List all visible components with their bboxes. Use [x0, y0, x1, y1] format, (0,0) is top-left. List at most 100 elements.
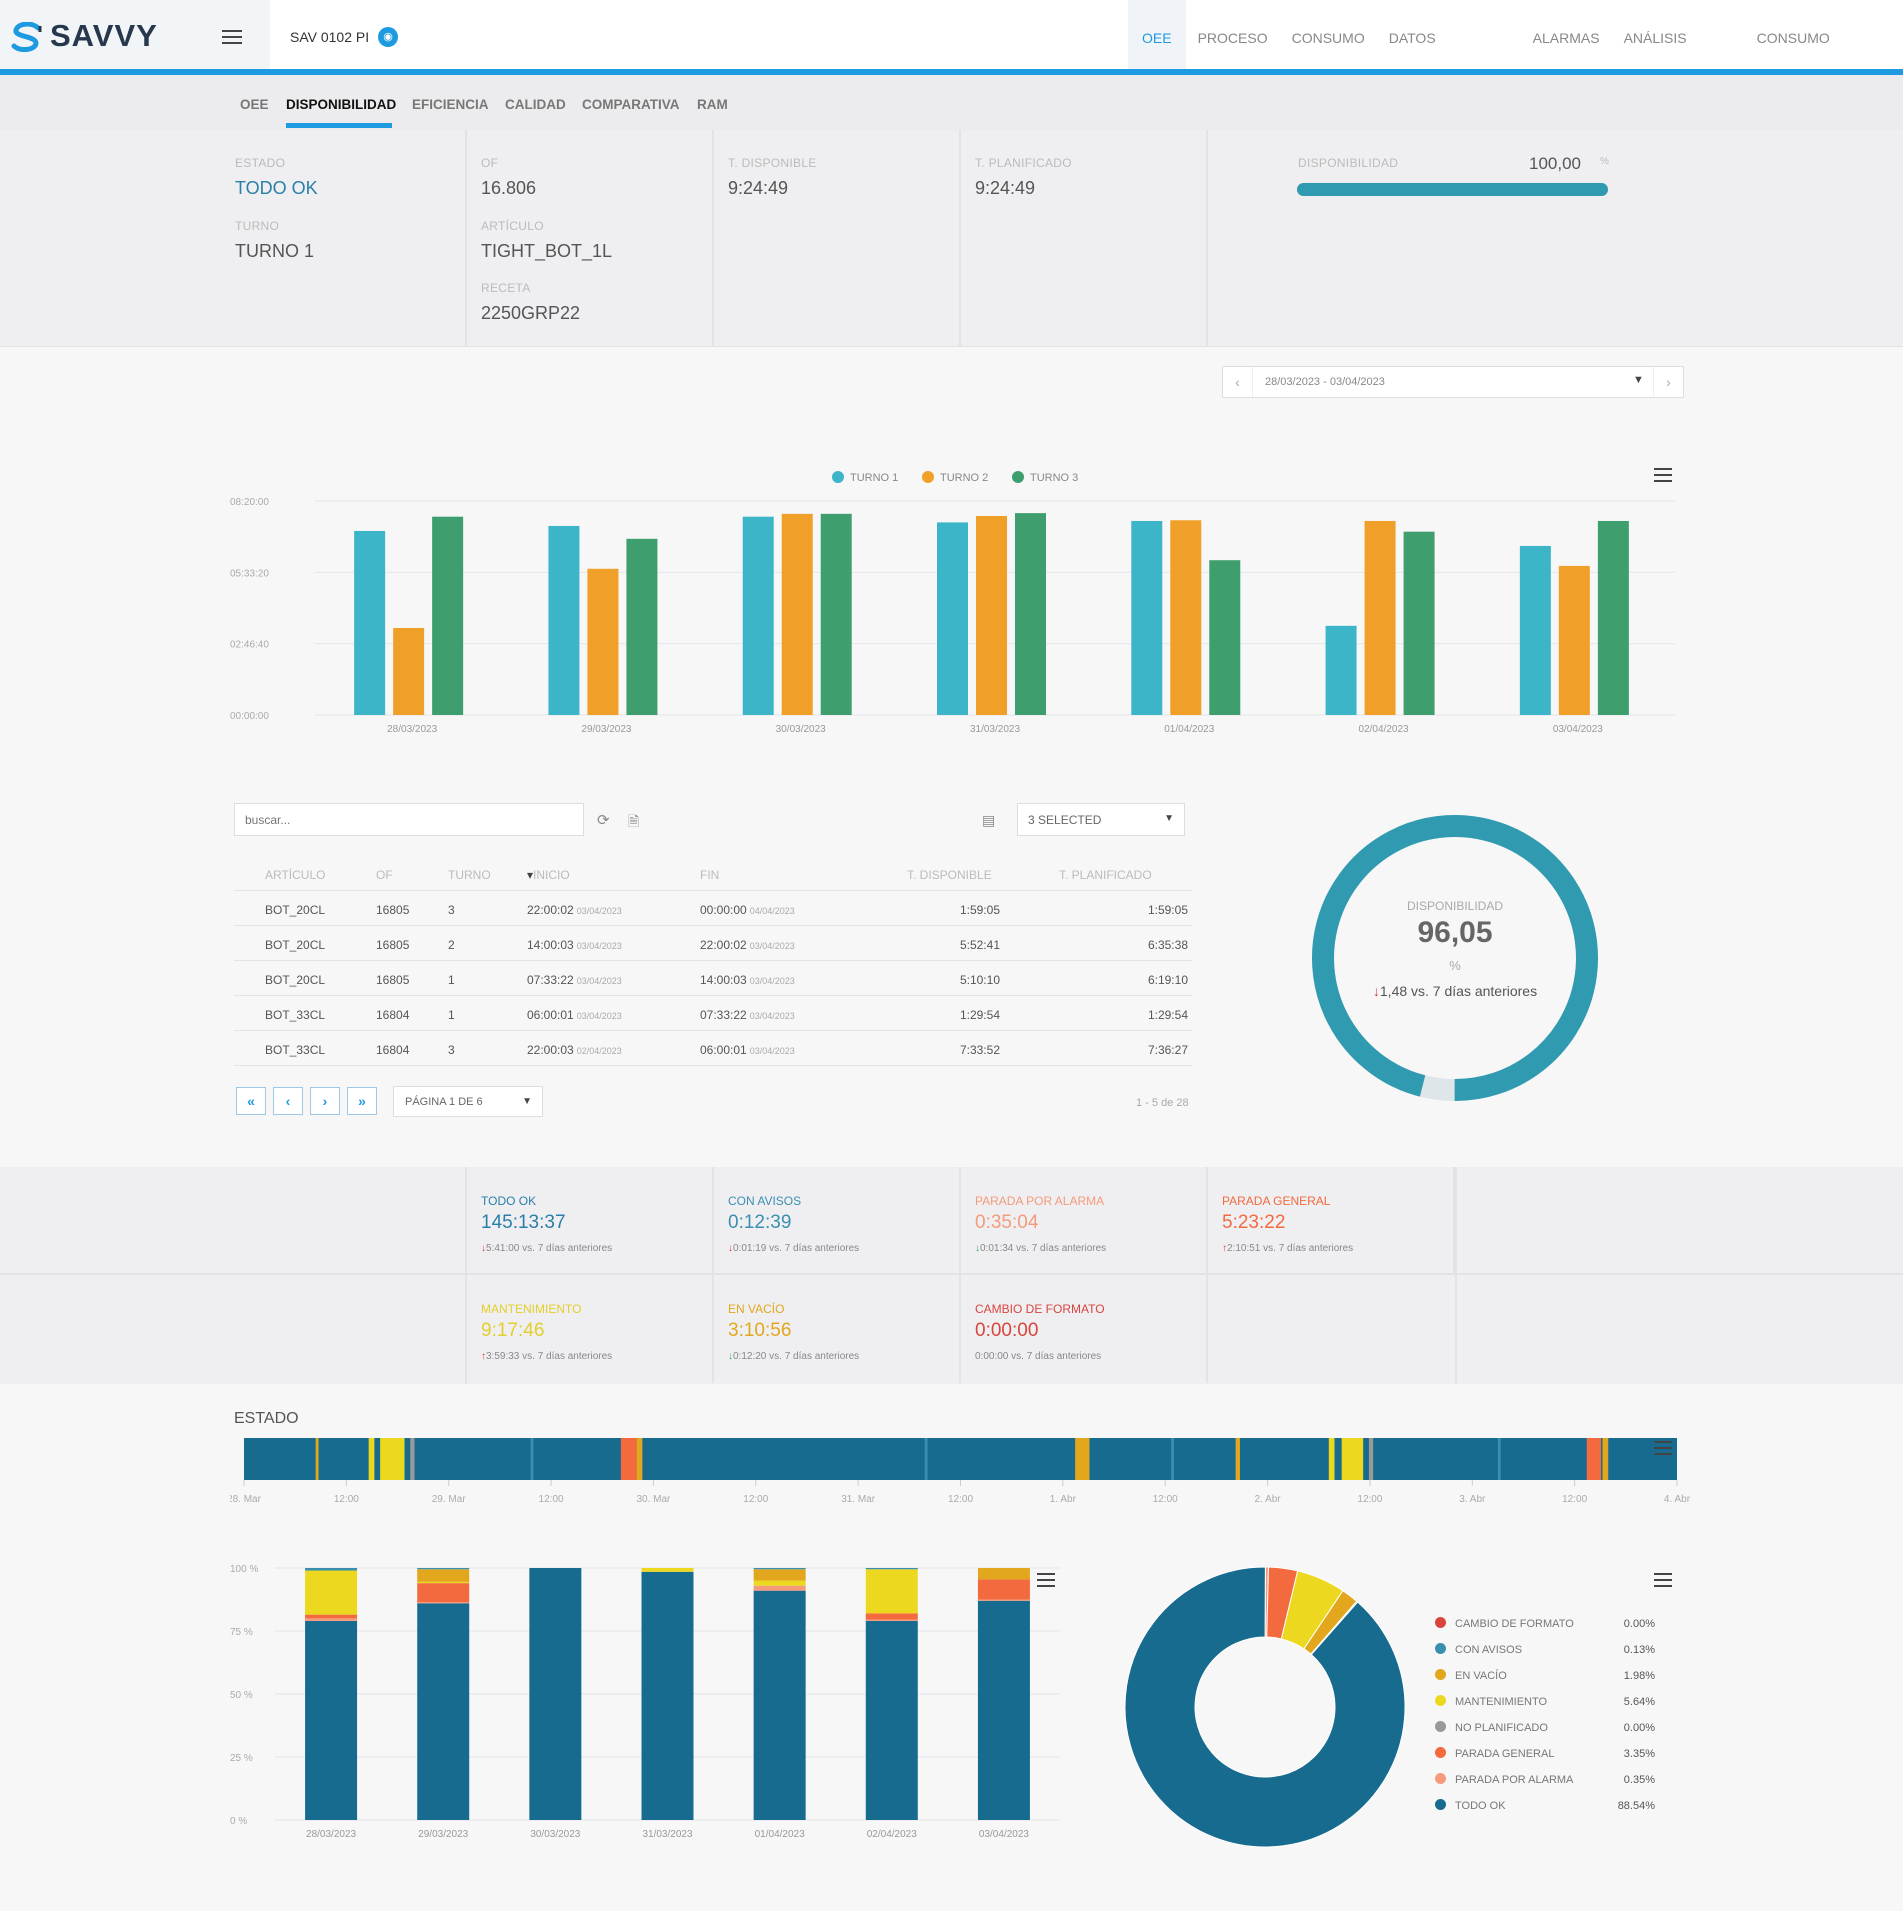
legend-item[interactable]: PARADA GENERAL 3.35%	[1435, 1745, 1655, 1765]
legend-label[interactable]: TURNO 1	[850, 472, 898, 484]
stack-con-avisos[interactable]	[417, 1568, 470, 1570]
bar-turno-2[interactable]	[393, 627, 425, 715]
col-of[interactable]: OF	[376, 868, 393, 882]
chart-menu-icon[interactable]	[1654, 468, 1672, 482]
col-inicio-sort[interactable]: ▾INICIO	[527, 868, 570, 882]
bar-turno-2[interactable]	[1558, 565, 1590, 715]
bar-turno-2[interactable]	[976, 515, 1007, 715]
timeline-event[interactable]	[1602, 1438, 1609, 1480]
col-articulo[interactable]: ARTÍCULO	[265, 868, 326, 882]
nav-analisis-calidad[interactable]: ANÁLISIS CALIDAD	[1623, 30, 1687, 122]
timeline-event[interactable]	[368, 1438, 375, 1480]
timeline-event[interactable]	[636, 1438, 643, 1480]
timeline-event[interactable]	[1171, 1438, 1175, 1480]
table-row[interactable]: BOT_33CL 16804 1 06:00:01 03/04/2023 07:33:22…	[234, 996, 1192, 1031]
bar-turno-1[interactable]	[1519, 545, 1551, 715]
bar-turno-2[interactable]	[1364, 520, 1396, 715]
columns-icon[interactable]: ▤	[982, 812, 996, 828]
timeline-event[interactable]	[1235, 1438, 1240, 1480]
stack-parada-general[interactable]	[417, 1583, 470, 1603]
nav-proceso[interactable]: PROCESO	[1197, 30, 1268, 46]
timeline-menu-icon[interactable]	[1654, 1441, 1672, 1455]
stack-todo-ok[interactable]	[865, 1620, 918, 1820]
bar-turno-1[interactable]	[937, 522, 968, 715]
stack-todo-ok[interactable]	[305, 1620, 358, 1820]
stack-parada-por-alarma[interactable]	[417, 1602, 470, 1604]
legend-label[interactable]: TURNO 3	[1030, 472, 1078, 484]
pie-slice-todo-ok[interactable]	[1124, 1566, 1406, 1848]
legend-item[interactable]: NO PLANIFICADO 0.00%	[1435, 1719, 1655, 1739]
legend-item[interactable]: TODO OK 88.54%	[1435, 1797, 1655, 1817]
timeline-event[interactable]	[410, 1438, 415, 1480]
last-page-button[interactable]: »	[347, 1087, 377, 1115]
column-select[interactable]: 3 SELECTED ▼	[1017, 803, 1185, 836]
search-input[interactable]	[234, 803, 584, 836]
tab-calidad[interactable]: CALIDAD	[505, 97, 566, 112]
bar-turno-3[interactable]	[432, 516, 464, 715]
bar-turno-3[interactable]	[820, 513, 852, 715]
nav-oee[interactable]: OEE	[1128, 0, 1186, 69]
stack-todo-ok[interactable]	[417, 1603, 470, 1820]
tab-disponibilidad[interactable]: DISPONIBILIDAD	[286, 97, 397, 112]
refresh-icon[interactable]: ⟳	[597, 812, 610, 829]
timeline-event[interactable]	[1497, 1438, 1501, 1480]
legend-item[interactable]: EN VACÍO 1.98%	[1435, 1667, 1655, 1687]
stack-parada-por-alarma[interactable]	[305, 1618, 358, 1621]
stack-todo-ok[interactable]	[529, 1568, 582, 1820]
tab-oee[interactable]: OEE	[240, 97, 269, 112]
bar-turno-3[interactable]	[1209, 560, 1241, 715]
col-t-disponible[interactable]: T. DISPONIBLE	[907, 868, 992, 882]
first-page-button[interactable]: «	[236, 1087, 266, 1115]
bar-turno-2[interactable]	[781, 513, 813, 715]
stack-en-vacío[interactable]	[753, 1569, 806, 1581]
tab-comparativa[interactable]: COMPARATIVA	[582, 97, 680, 112]
legend-label[interactable]: TURNO 2	[940, 472, 988, 484]
stack-todo-ok[interactable]	[641, 1571, 694, 1820]
bar-turno-1[interactable]	[354, 530, 386, 715]
date-range-picker[interactable]: ‹ 28/03/2023 - 03/04/2023 ▼ ›	[1222, 366, 1684, 398]
stack-con-avisos[interactable]	[865, 1568, 918, 1570]
bar-turno-3[interactable]	[626, 538, 658, 715]
stack-parada-general[interactable]	[977, 1579, 1030, 1600]
prev-range-icon[interactable]: ‹	[1223, 367, 1253, 397]
table-row[interactable]: BOT_20CL 16805 2 14:00:03 03/04/2023 22:00:02…	[234, 926, 1192, 961]
table-row[interactable]: BOT_20CL 16805 3 22:00:02 03/04/2023 00:00:00…	[234, 891, 1192, 926]
stack-mantenimiento[interactable]	[305, 1570, 358, 1615]
stack-en-vacío[interactable]	[417, 1569, 470, 1582]
timeline-event[interactable]	[1368, 1438, 1374, 1480]
nav-consumo-electrico[interactable]: CONSUMO ELÉCTRICO	[1756, 30, 1837, 122]
stack-parada-general[interactable]	[305, 1614, 358, 1619]
bar-turno-2[interactable]	[1170, 520, 1202, 715]
nav-datos-electricos[interactable]: DATOS ELÉCTRICOS	[1388, 30, 1478, 122]
hamburger-menu-icon[interactable]	[222, 30, 242, 44]
timeline-event[interactable]	[315, 1438, 319, 1480]
page-select[interactable]: PÁGINA 1 DE 6 ▼	[393, 1086, 543, 1117]
stack-todo-ok[interactable]	[753, 1590, 806, 1820]
next-range-icon[interactable]: ›	[1653, 367, 1683, 397]
timeline-event[interactable]	[1328, 1438, 1335, 1480]
bar-turno-1[interactable]	[548, 525, 580, 715]
stack-mantenimiento[interactable]	[753, 1580, 806, 1586]
stack-parada-general[interactable]	[865, 1613, 918, 1620]
table-row[interactable]: BOT_33CL 16804 3 22:00:03 02/04/2023 06:00:01…	[234, 1031, 1192, 1066]
bar-turno-1[interactable]	[1131, 520, 1163, 715]
stack-mantenimiento[interactable]	[417, 1581, 470, 1584]
stack-parada-por-alarma[interactable]	[865, 1619, 918, 1621]
stack-todo-ok[interactable]	[977, 1600, 1030, 1820]
stack-mantenimiento[interactable]	[641, 1568, 694, 1572]
timeline-event[interactable]	[924, 1438, 928, 1480]
legend-item[interactable]: CON AVISOS 0.13%	[1435, 1641, 1655, 1661]
stacked-chart-menu-icon[interactable]	[1037, 1573, 1055, 1587]
stack-con-avisos[interactable]	[305, 1568, 358, 1571]
timeline-event[interactable]	[1341, 1438, 1364, 1480]
timeline-event[interactable]	[1075, 1438, 1090, 1480]
table-row[interactable]: BOT_20CL 16805 1 07:33:22 03/04/2023 14:00:03…	[234, 961, 1192, 996]
bar-turno-1[interactable]	[1325, 625, 1357, 715]
export-file-icon[interactable]: 🗎	[628, 813, 640, 829]
bar-turno-3[interactable]	[1403, 531, 1435, 715]
col-fin[interactable]: FIN	[700, 868, 720, 882]
legend-item[interactable]: PARADA POR ALARMA 0.35%	[1435, 1771, 1655, 1791]
tab-eficiencia[interactable]: EFICIENCIA	[412, 97, 489, 112]
timeline-event[interactable]	[1586, 1438, 1602, 1480]
stack-mantenimiento[interactable]	[865, 1569, 918, 1614]
